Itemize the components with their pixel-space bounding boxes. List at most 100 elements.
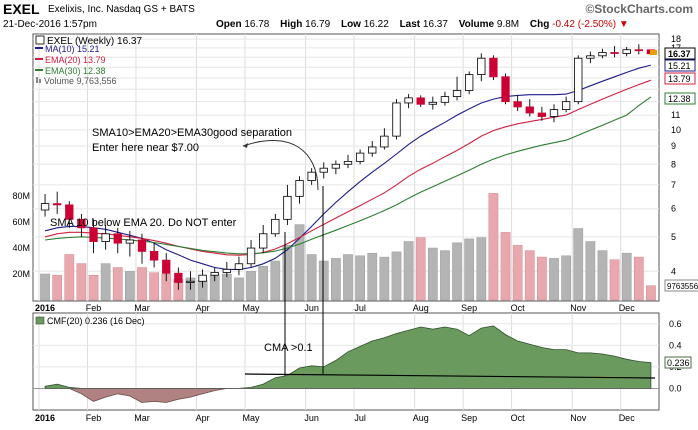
- last-value-label-3: 12.38: [668, 94, 691, 104]
- volume-bar-37: [488, 193, 499, 301]
- price-tick-label-6: 9: [671, 141, 676, 151]
- high-value: 16.79: [305, 19, 331, 30]
- candle-body-15: [222, 268, 231, 273]
- entry-arrow-line: [242, 140, 319, 191]
- candle-body-43: [561, 101, 571, 110]
- change-label: Chg: [529, 19, 550, 30]
- volume-bar-27: [367, 252, 378, 301]
- candle-body-25: [343, 161, 353, 165]
- candle-body-26: [355, 152, 365, 162]
- month-label-10: Nov: [570, 303, 587, 313]
- change-value: -0.42 (-2.50%): [552, 19, 617, 30]
- candle-body-35: [465, 74, 474, 91]
- candle-body-24: [331, 163, 341, 169]
- volume-bar-29: [391, 251, 402, 301]
- volume-bar-25: [343, 254, 353, 301]
- volume-bar-31: [415, 237, 426, 301]
- cmf-tick-label-3: 0.6: [669, 319, 682, 329]
- candle-body-27: [368, 146, 377, 154]
- month-labels: 2016 2016 Feb Feb Mar Mar Apr Apr May May Jun Jun Ju…: [35, 303, 635, 423]
- volume-last-label: 9763556: [667, 282, 698, 291]
- volume-bar-46: [597, 250, 608, 301]
- month-label-7: Aug: [413, 303, 429, 313]
- ema20-line: [44, 79, 652, 256]
- candle-body-28: [380, 135, 389, 148]
- candle-body-40: [525, 106, 534, 114]
- price-tick-label-1: 4: [671, 266, 676, 276]
- last-value-tag-1: [664, 59, 696, 72]
- volume-bar-5: [100, 263, 111, 301]
- volume-legend-icon: [36, 77, 38, 83]
- candle-body-46: [598, 52, 607, 57]
- volume-bar-35: [464, 238, 475, 301]
- candle-body-11: [174, 272, 183, 283]
- price-tick-label-8: 11: [671, 110, 680, 120]
- last-value-label-1: 15.21: [668, 61, 691, 71]
- candle-body-23: [319, 167, 328, 173]
- volume-label: Volume: [458, 19, 495, 30]
- candle-body-36: [477, 57, 486, 75]
- cmf-month-label-11: Dec: [619, 413, 636, 423]
- candle-body-0: [40, 203, 50, 211]
- last-label: Last: [399, 19, 421, 30]
- price-tick-label-7: 10: [671, 125, 681, 135]
- candle-body-48: [622, 49, 631, 54]
- candle-body-32: [428, 101, 437, 105]
- volume-tick-label-0: 20M: [12, 269, 30, 279]
- volume-bar-17: [246, 271, 256, 301]
- volume-bar-19: [270, 260, 281, 301]
- annotation-entry: Enter here near $7.00: [92, 142, 199, 154]
- stockcharts-logo: ©StockCharts.com: [585, 2, 693, 16]
- month-label-4: May: [243, 303, 261, 313]
- candle-body-3: [77, 218, 86, 229]
- candle-body-16: [234, 263, 244, 270]
- volume-bar-26: [355, 255, 365, 301]
- volume-bar-1: [52, 275, 63, 301]
- candle-body-30: [404, 97, 413, 104]
- cmf-legend-icon: [35, 316, 45, 325]
- annotations: SMA10>EMA20>EMA30good separation Enter h…: [50, 127, 656, 379]
- cmf-month-label-0: 2016: [35, 413, 55, 423]
- volume-bar-24: [331, 258, 341, 301]
- volume-bar-50: [646, 285, 656, 301]
- volume-bar-23: [318, 260, 329, 301]
- volume-bar-4: [88, 275, 99, 301]
- down-arrow-icon: ▼: [618, 19, 629, 30]
- last-value-tag-2: [664, 72, 696, 85]
- candle-body-10: [162, 259, 171, 274]
- cmf-last-tag: [664, 356, 692, 369]
- candle-body-9: [149, 251, 159, 261]
- price-tick-label-5: 8: [671, 159, 676, 169]
- volume-tick-label-3: 80M: [12, 191, 30, 201]
- cmf-month-label-8: Sep: [461, 413, 477, 423]
- month-label-0: 2016: [35, 303, 55, 313]
- volume-bar-8: [137, 267, 147, 301]
- cmf-month-label-7: Aug: [413, 413, 429, 423]
- legend-volume: Volume 9,763,556: [44, 76, 117, 86]
- cmf-month-label-3: Apr: [196, 413, 210, 423]
- volume-bar-41: [537, 256, 547, 301]
- candle-body-31: [416, 97, 425, 105]
- volume-bar-34: [452, 242, 462, 301]
- candle-body-42: [549, 109, 559, 117]
- month-label-9: Oct: [511, 303, 526, 313]
- volume-bar-36: [476, 237, 487, 301]
- volume-bar-22: [306, 254, 317, 301]
- annotation-sma-setup: SMA10>EMA20>EMA30good separation: [92, 127, 292, 139]
- ticker-symbol: EXEL: [3, 1, 40, 17]
- legend-ma10: MA(10) 15.21: [45, 44, 100, 54]
- price-tick-label-3: 6: [671, 204, 676, 214]
- low-label: Low: [340, 19, 361, 30]
- cmf-month-label-6: Jul: [354, 413, 366, 423]
- candle-body-34: [452, 90, 462, 98]
- cmf-tick-label-2: 0.4: [669, 340, 682, 350]
- volume-bar-21: [294, 224, 305, 301]
- candle-body-13: [198, 274, 207, 282]
- candle-body-37: [489, 57, 498, 78]
- candle-body-8: [137, 239, 147, 252]
- volume-bar-32: [427, 247, 438, 301]
- candle-body-29: [392, 102, 401, 137]
- cmf-legend-label: CMF(20) 0.236 (16 Dec): [47, 316, 145, 326]
